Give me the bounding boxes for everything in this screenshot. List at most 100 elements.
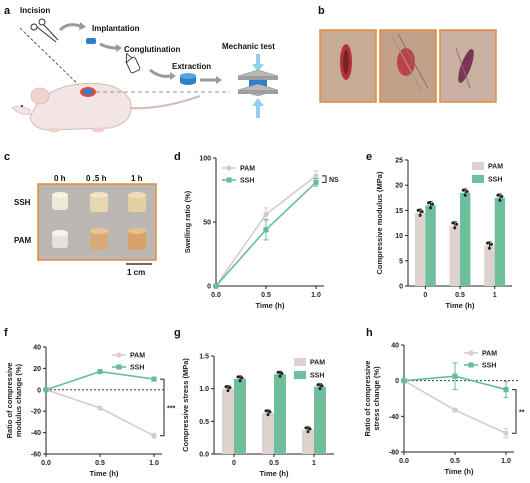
replicate-dot — [427, 201, 431, 205]
extracted-sample-icon — [180, 73, 196, 85]
y-tick-label: 40 — [33, 345, 41, 352]
data-point-ssh — [401, 378, 407, 384]
sample-ssh-0h — [52, 192, 68, 210]
legend-marker-pam — [116, 352, 122, 358]
data-point-ssh — [43, 387, 49, 393]
data-point-ssh — [97, 369, 103, 375]
flow-arrowhead-4 — [216, 76, 222, 84]
x-tick-label: 0.0 — [399, 458, 409, 465]
y-tick-label: 40 — [391, 343, 399, 350]
row-label-ssh: SSH — [14, 198, 31, 207]
y-tick-label: -40 — [389, 414, 399, 421]
bar-ssh — [494, 197, 506, 286]
incision-path-line — [19, 27, 87, 93]
x-tick-label: 0.5 — [450, 458, 460, 465]
y-tick-label: 0 — [37, 387, 41, 394]
y-tick-label: -80 — [389, 450, 399, 457]
series-line-ssh — [45, 370, 155, 391]
x-tick-label: 1.0 — [311, 292, 321, 299]
flow-arrowhead-3 — [170, 72, 176, 80]
replicate-dot — [500, 195, 504, 199]
replicate-dot — [461, 188, 465, 192]
x-axis-label: Time (h) — [444, 467, 474, 476]
x-tick-label: 1.0 — [149, 460, 159, 467]
replicate-dot — [264, 409, 268, 413]
panel-label-d: d — [174, 151, 181, 163]
legend-label-ssh: SSH — [310, 373, 324, 380]
y-axis-label-line2: modulus change (%) — [14, 363, 23, 437]
chart-d: 0 50 100 Swelling ratio (%) Time (h) 0.0 0.5 1.… — [183, 156, 339, 311]
panel-a-schematic: Incision Implantation Conglutination Ext… — [11, 6, 279, 133]
flow-arrowhead-1 — [79, 22, 86, 30]
y-tick-label: 20 — [395, 183, 403, 190]
legend-marker-pam — [468, 350, 474, 356]
legend-marker-ssh — [116, 364, 122, 370]
legend-swatch-ssh — [294, 371, 306, 379]
bar-ssh — [425, 205, 436, 286]
col-label-0h: 0 h — [54, 174, 66, 183]
replicate-dot — [268, 410, 272, 414]
data-point-pam — [97, 405, 103, 411]
replicate-dot — [420, 210, 424, 214]
replicate-dot — [487, 246, 491, 250]
chart-h: 40 0 -40 -80 Ratio of compressive stress chan… — [363, 343, 525, 477]
flow-arrow-2 — [99, 42, 117, 50]
bar-pam — [414, 212, 426, 286]
replicate-dot — [453, 226, 457, 230]
significance-label: NS — [329, 177, 339, 184]
data-point-ssh — [503, 386, 509, 393]
replicate-dot — [278, 374, 282, 378]
panel-b-photos — [319, 29, 497, 103]
replicate-dot — [316, 383, 320, 387]
replicate-dot — [463, 193, 467, 197]
y-tick-label: 5 — [399, 258, 403, 265]
x-axis-label: Time (h) — [445, 301, 475, 310]
legend-marker-ssh — [226, 177, 232, 183]
legend-label-pam: PAM — [240, 166, 255, 173]
data-point-ssh — [313, 179, 319, 185]
x-tick-label: 0.5 — [95, 460, 105, 467]
significance-bracket — [322, 175, 327, 183]
incision-label: Incision — [20, 6, 50, 15]
panel-label-g: g — [174, 327, 181, 339]
data-point-pam — [313, 173, 319, 179]
y-tick-label: 0 — [395, 378, 399, 385]
data-point-pam — [151, 433, 157, 439]
y-axis-label: Compressive stress (MPa) — [181, 358, 190, 452]
y-axis-label-line1: Ratio of compressive — [363, 361, 372, 437]
y-tick-label: 10 — [395, 233, 403, 240]
data-point-pam — [452, 407, 458, 413]
replicate-dot — [224, 385, 228, 389]
legend-label-ssh: SSH — [240, 178, 254, 185]
y-tick-label: 25 — [395, 158, 403, 165]
x-tick-label: 0 — [423, 292, 427, 299]
conglutination-label: Conglutination — [124, 45, 181, 54]
replicate-dot — [431, 202, 435, 206]
replicate-dot — [485, 241, 489, 245]
bar-pam — [262, 412, 274, 454]
data-point-pam — [263, 211, 269, 217]
data-point-ssh — [263, 227, 269, 233]
x-tick-label: 0.0 — [41, 460, 51, 467]
wound-photo-1 — [319, 29, 377, 103]
bar-ssh — [314, 386, 326, 454]
legend-marker-ssh — [468, 362, 474, 368]
flow-arrowhead-2 — [116, 44, 122, 52]
chart-f: 40 20 0 -20 -40 -60 Ratio of compressive modulu… — [5, 345, 175, 479]
replicate-dot — [306, 430, 310, 434]
panel-label-f: f — [4, 327, 8, 339]
bar-ssh — [460, 192, 471, 286]
x-tick-label: 0.5 — [455, 292, 465, 299]
significance-label: *** — [167, 405, 175, 412]
replicate-dot — [455, 222, 459, 226]
x-axis-label: Time (h) — [255, 301, 285, 310]
y-axis-label-line2: stress change (%) — [372, 366, 381, 431]
wound-photo-2 — [379, 29, 437, 103]
replicate-dot — [276, 370, 280, 374]
replicate-dot — [226, 389, 230, 393]
sample-pam-1h — [128, 228, 146, 250]
y-tick-label: 0 — [207, 284, 211, 291]
